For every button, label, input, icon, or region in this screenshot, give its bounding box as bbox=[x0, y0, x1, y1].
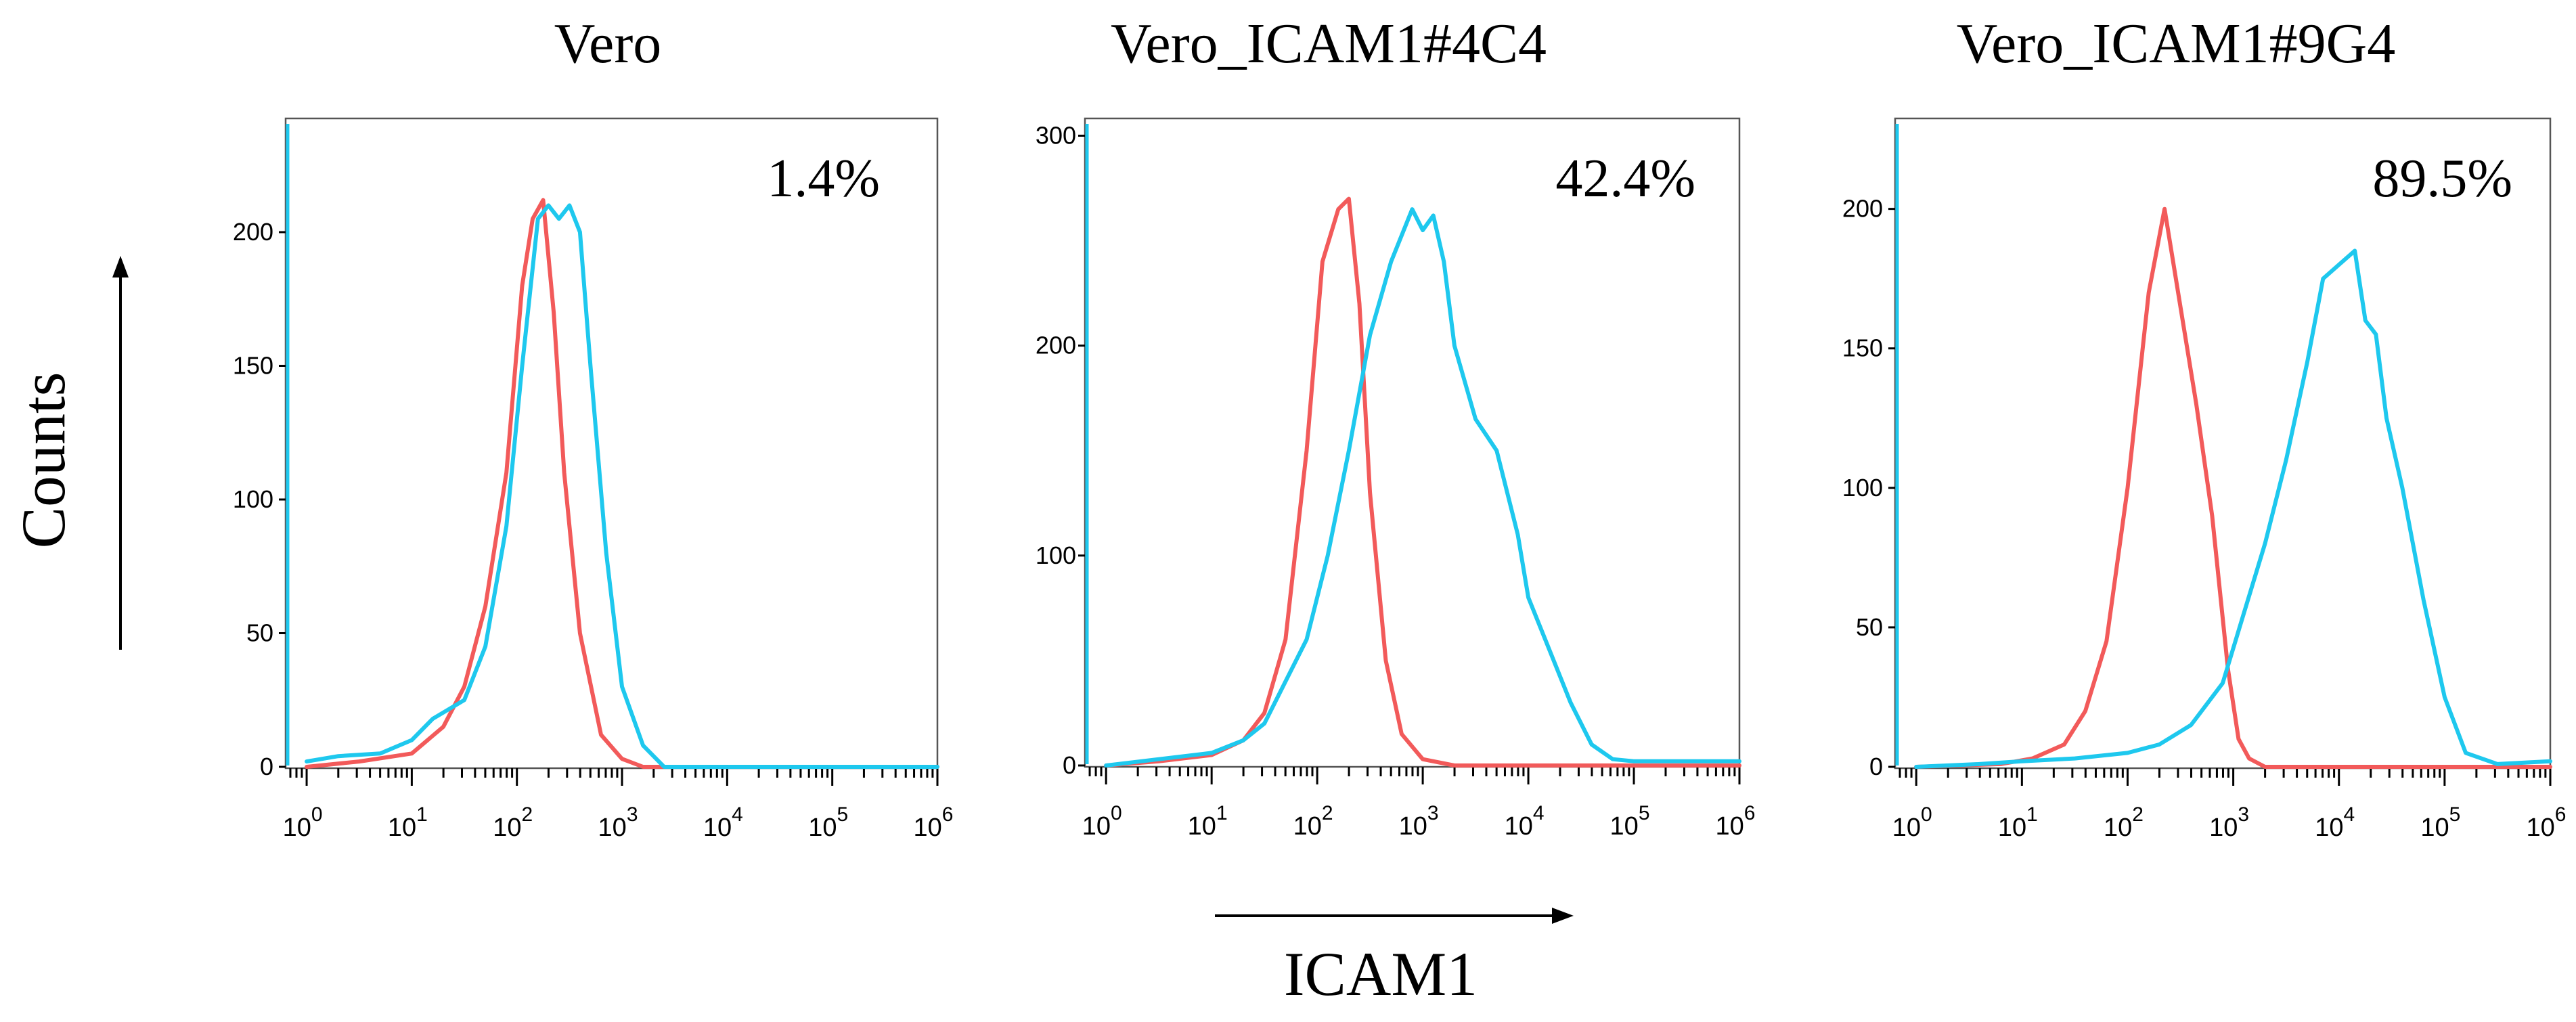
x-tick-label: 104 bbox=[1505, 802, 1545, 841]
series-line-control bbox=[305, 198, 939, 769]
x-tick-label: 100 bbox=[283, 803, 323, 842]
series-line-icam1 bbox=[305, 203, 939, 769]
series-line-control bbox=[1104, 196, 1741, 768]
plot-layer: 0 50 100 150 200 100 101 102 103 104 105 106 bbox=[1842, 124, 2567, 842]
plot-layer: 0 50 100 150 200 100 101 102 103 104 105 106 bbox=[233, 124, 954, 842]
y-tick-label: 0 bbox=[1869, 753, 1883, 780]
x-tick-label: 105 bbox=[2420, 803, 2460, 842]
y-tick-label: 150 bbox=[233, 352, 273, 380]
x-tick-label: 104 bbox=[703, 803, 743, 842]
y-tick-label: 0 bbox=[260, 753, 273, 780]
y-tick-label: 100 bbox=[1036, 541, 1076, 569]
y-tick-label: 100 bbox=[1842, 474, 1883, 502]
x-tick-label: 104 bbox=[2315, 803, 2355, 842]
x-axis-label: ICAM1 bbox=[1284, 939, 1478, 1008]
y-tick-label: 50 bbox=[1856, 613, 1883, 641]
series-line-icam1 bbox=[1914, 248, 2552, 769]
y-tick-label: 300 bbox=[1036, 122, 1076, 150]
x-tick-label: 101 bbox=[388, 803, 428, 842]
x-tick-label: 102 bbox=[493, 803, 533, 842]
plot-frame bbox=[1894, 117, 2552, 770]
x-tick-label: 106 bbox=[914, 803, 954, 842]
y-axis-arrow bbox=[112, 256, 129, 650]
y-tick-label: 200 bbox=[1036, 332, 1076, 359]
y-tick-label: 0 bbox=[1063, 751, 1076, 779]
series-line-icam1 bbox=[1104, 207, 1741, 768]
x-tick-label: 103 bbox=[1399, 802, 1439, 841]
panel-title: Vero_ICAM1#4C4 bbox=[1111, 12, 1547, 75]
x-tick-label: 100 bbox=[1082, 802, 1122, 841]
y-tick-label: 100 bbox=[233, 485, 273, 513]
x-tick-label: 105 bbox=[1610, 802, 1650, 841]
plot-frame bbox=[1084, 117, 1741, 768]
x-axis-arrow bbox=[1215, 908, 1574, 924]
x-tick-label: 105 bbox=[808, 803, 848, 842]
y-tick-label: 50 bbox=[246, 619, 273, 647]
plot-frame bbox=[284, 117, 939, 770]
x-tick-label: 101 bbox=[1998, 803, 2038, 842]
y-tick-label: 150 bbox=[1842, 334, 1883, 362]
panel-vero: Vero 1.4% 0 50 100 150 200 100 101 102 103 104 105… bbox=[233, 12, 954, 842]
y-tick-label: 200 bbox=[233, 218, 273, 246]
panel-vero-icam1-9g4: Vero_ICAM1#9G4 89.5% 0 50 100 150 200 100 101 1… bbox=[1842, 12, 2567, 842]
x-tick-label: 103 bbox=[2209, 803, 2249, 842]
percent-annotation: 89.5% bbox=[2372, 149, 2512, 208]
y-tick-label: 200 bbox=[1842, 195, 1883, 223]
x-tick-label: 100 bbox=[1892, 803, 1932, 842]
percent-annotation: 42.4% bbox=[1555, 149, 1695, 208]
panel-title: Vero_ICAM1#9G4 bbox=[1957, 12, 2396, 75]
percent-annotation: 1.4% bbox=[767, 149, 880, 208]
panel-title: Vero bbox=[554, 12, 662, 75]
x-tick-label: 101 bbox=[1188, 802, 1228, 841]
series-line-control bbox=[1914, 206, 2552, 769]
x-tick-label: 102 bbox=[2104, 803, 2144, 842]
x-tick-label: 102 bbox=[1293, 802, 1333, 841]
x-tick-label: 106 bbox=[1716, 802, 1756, 841]
x-tick-label: 103 bbox=[598, 803, 638, 842]
y-axis-label: Counts bbox=[9, 372, 78, 549]
x-tick-label: 106 bbox=[2527, 803, 2567, 842]
